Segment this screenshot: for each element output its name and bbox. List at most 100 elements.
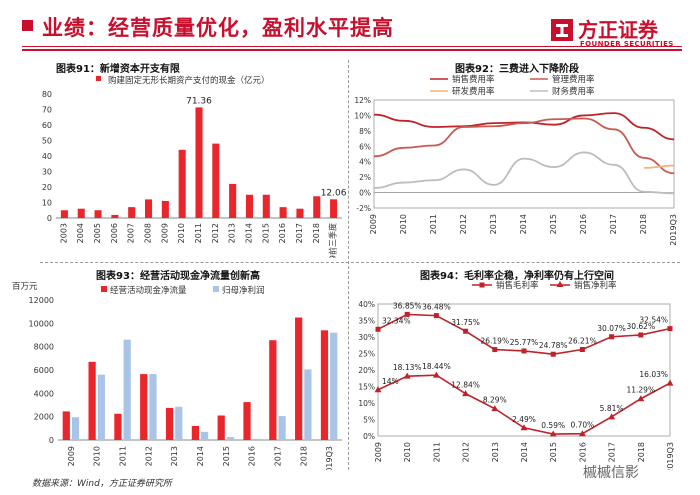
x-tick-label: 2012	[462, 442, 471, 462]
title-marker	[22, 20, 33, 31]
x-tick-label: 2017	[608, 442, 617, 462]
series-line	[377, 313, 671, 356]
bar	[77, 208, 85, 218]
bar	[161, 200, 169, 218]
y-tick-label: 5%	[363, 416, 375, 425]
chart-91-title: 图表91：新增资本开支有限	[56, 64, 180, 75]
x-tick-label: 2015	[261, 223, 270, 243]
data-label: 2.49%	[512, 415, 536, 424]
x-tick-label: 2016	[248, 446, 257, 466]
slide-header: 业绩：经营质量优化，盈利水平提高 方正证券 FOUNDER SECURITIES	[0, 0, 700, 58]
bar	[149, 374, 157, 440]
data-label: 31.75%	[451, 318, 480, 327]
x-tick-label: 2009	[160, 223, 169, 243]
data-label: 5.81%	[600, 404, 624, 413]
chart-93-legend: 经营活动现金净流量 归母净利润	[101, 285, 265, 296]
data-label: 12.06	[321, 188, 347, 198]
bar	[97, 374, 105, 440]
x-tick-label: 2016	[578, 442, 587, 462]
chart-91-svg: 购建固定无形长期资产支付的现金（亿元） 0 10 20 30 40 50 60 70 80 200…	[42, 75, 347, 258]
legend-label: 研发费用率	[452, 86, 495, 97]
bar	[295, 317, 303, 440]
x-tick-label: 2009	[369, 214, 378, 234]
x-tick-label: 2010	[93, 446, 102, 466]
y-tick-label: 20	[42, 183, 52, 192]
plot-frame	[377, 303, 671, 437]
data-label: 36.85%	[393, 301, 422, 310]
x-tick-label: 2013	[228, 223, 237, 243]
data-point	[491, 405, 499, 412]
chart-94-title: 图表94：毛利率企稳，净利率仍有上行空间	[420, 271, 614, 282]
chart-93-panel: 图表93：经营活动现金净流量创新高 百万元 经营活动现金净流量 归母净利润 0 20…	[10, 264, 346, 470]
series-line	[373, 112, 675, 141]
bar	[217, 415, 225, 440]
bar	[60, 210, 68, 218]
x-tick-label: 2019Q3	[666, 442, 675, 470]
legend-label: 销售净利率	[574, 280, 617, 291]
bar	[62, 411, 70, 440]
legend-label: 管理费用率	[552, 74, 595, 85]
x-tick-label: 2014	[244, 223, 253, 243]
y-tick-label: 40%	[358, 300, 375, 309]
chart-91-legend-label: 购建固定无形长期资产支付的现金（亿元）	[108, 75, 270, 86]
bar	[191, 426, 199, 440]
y-tick-label: 30%	[358, 333, 375, 342]
logo-text-en: FOUNDER SECURITIES	[580, 40, 674, 48]
x-tick-label: 2019前三季度	[328, 223, 338, 258]
data-label: 16.03%	[639, 370, 668, 379]
x-tick-label: 2010	[177, 223, 186, 243]
x-tick-label: 2016	[278, 223, 287, 243]
bar	[178, 149, 186, 218]
bar	[226, 437, 235, 440]
header-rule-top	[22, 46, 682, 47]
panel-divider-vertical	[348, 60, 349, 470]
data-point	[666, 379, 674, 386]
y-tick-label: 12%	[354, 96, 371, 105]
y-tick-label: 0%	[363, 432, 375, 441]
y-tick-label: 10	[42, 199, 52, 208]
x-tick-label: 2008	[144, 223, 153, 243]
x-tick-label: 2018	[299, 446, 308, 466]
data-label: 14%	[382, 377, 399, 386]
series-line	[643, 164, 675, 169]
data-point	[463, 328, 469, 334]
watermark: 槭槭信影	[583, 465, 639, 481]
data-label: 8.29%	[483, 396, 507, 405]
data-label: 32.54%	[639, 316, 668, 325]
data-point	[404, 311, 410, 317]
legend-label: 销售费用率	[452, 74, 495, 85]
legend-swatch	[101, 286, 107, 292]
chart-93-unit-label: 百万元	[12, 282, 38, 292]
x-tick-label: 2019Q3	[669, 214, 678, 246]
data-point	[549, 430, 557, 437]
y-tick-label: 70	[42, 106, 52, 115]
x-tick-label: 2014	[520, 442, 529, 462]
data-point	[608, 413, 616, 420]
data-label: 36.48%	[422, 303, 451, 312]
x-tick-label: 2011	[119, 446, 128, 466]
data-point	[579, 347, 585, 353]
bar	[269, 340, 277, 440]
x-tick-label: 2013	[489, 214, 498, 234]
bar	[304, 369, 312, 440]
chart-92-plot: -2% 0% 2% 4% 6% 8% 10% 12% 2009 2010 2011 2012 2013 2…	[354, 96, 678, 246]
data-label: 71.36	[186, 96, 212, 106]
x-tick-label: 2013	[170, 446, 179, 466]
y-tick-label: 0	[49, 436, 54, 445]
data-point	[578, 430, 586, 437]
y-tick-label: 80	[42, 90, 52, 99]
bar	[245, 194, 254, 218]
bar	[123, 339, 131, 440]
x-tick-label: 2006	[110, 223, 119, 243]
data-point	[637, 395, 645, 402]
data-point	[403, 372, 411, 379]
header-rule-bottom	[22, 49, 682, 51]
x-tick-label: 2012	[211, 223, 220, 243]
chart-94-legend: 销售毛利率 销售净利率	[472, 280, 617, 291]
chart-93-plot: 0 2000 4000 6000 8000 10000 12000 2009 2010 2011 2…	[29, 296, 342, 470]
bar	[165, 407, 174, 440]
data-label: 25.77%	[510, 338, 539, 347]
y-tick-label: 8000	[34, 343, 54, 352]
y-tick-label: 2000	[34, 413, 54, 422]
